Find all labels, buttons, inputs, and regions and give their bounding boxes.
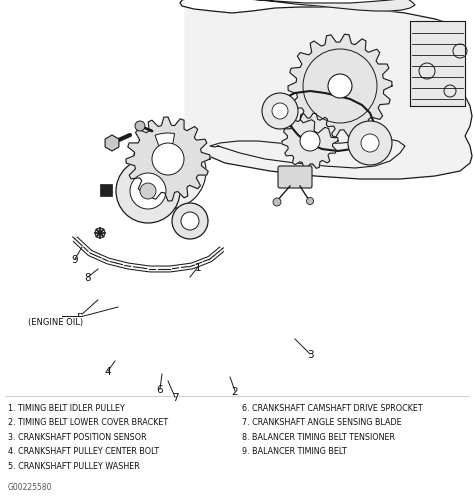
Circle shape — [300, 132, 320, 152]
Circle shape — [307, 198, 313, 205]
Text: G00225580: G00225580 — [8, 482, 53, 491]
Text: 8. BALANCER TIMING BELT TENSIONER: 8. BALANCER TIMING BELT TENSIONER — [242, 432, 395, 441]
Circle shape — [273, 198, 281, 206]
Text: 8: 8 — [85, 273, 91, 283]
Circle shape — [328, 75, 352, 99]
Circle shape — [172, 203, 208, 239]
Polygon shape — [126, 118, 210, 201]
Text: 9. BALANCER TIMING BELT: 9. BALANCER TIMING BELT — [242, 446, 347, 455]
Text: 9: 9 — [72, 255, 78, 265]
Text: 4: 4 — [105, 366, 111, 376]
Polygon shape — [248, 0, 415, 12]
Text: 7. CRANKSHAFT ANGLE SENSING BLADE: 7. CRANKSHAFT ANGLE SENSING BLADE — [242, 418, 401, 427]
Circle shape — [135, 122, 145, 132]
Circle shape — [116, 160, 180, 223]
Polygon shape — [180, 0, 472, 180]
Text: 3. CRANKSHAFT POSITION SENSOR: 3. CRANKSHAFT POSITION SENSOR — [8, 432, 146, 441]
Polygon shape — [410, 22, 465, 107]
Circle shape — [140, 184, 156, 199]
Text: (ENGINE OIL): (ENGINE OIL) — [28, 318, 83, 327]
Circle shape — [262, 94, 298, 130]
Text: 4. CRANKSHAFT PULLEY CENTER BOLT: 4. CRANKSHAFT PULLEY CENTER BOLT — [8, 446, 159, 455]
Text: 6: 6 — [157, 384, 164, 394]
Circle shape — [272, 104, 288, 120]
Circle shape — [130, 174, 166, 209]
Circle shape — [152, 144, 184, 176]
Text: 3: 3 — [307, 349, 313, 359]
Wedge shape — [155, 134, 174, 172]
Text: 1: 1 — [195, 263, 201, 273]
Polygon shape — [105, 136, 119, 152]
Text: 2. TIMING BELT LOWER COVER BRACKET: 2. TIMING BELT LOWER COVER BRACKET — [8, 418, 168, 427]
Circle shape — [130, 134, 206, 209]
Circle shape — [361, 135, 379, 153]
Circle shape — [181, 212, 199, 230]
Text: 5. CRANKSHAFT PULLEY WASHER: 5. CRANKSHAFT PULLEY WASHER — [8, 461, 140, 470]
Polygon shape — [282, 114, 338, 169]
Polygon shape — [288, 35, 392, 138]
FancyBboxPatch shape — [278, 167, 312, 188]
Text: 5: 5 — [77, 313, 83, 322]
Bar — [100, 185, 112, 196]
Text: 1. TIMING BELT IDLER PULLEY: 1. TIMING BELT IDLER PULLEY — [8, 403, 125, 412]
Circle shape — [348, 122, 392, 166]
Circle shape — [95, 228, 105, 238]
Circle shape — [148, 152, 188, 191]
Text: 2: 2 — [232, 386, 238, 396]
Text: 6. CRANKSHAFT CAMSHAFT DRIVE SPROCKET: 6. CRANKSHAFT CAMSHAFT DRIVE SPROCKET — [242, 403, 423, 412]
Text: 7: 7 — [172, 392, 178, 402]
